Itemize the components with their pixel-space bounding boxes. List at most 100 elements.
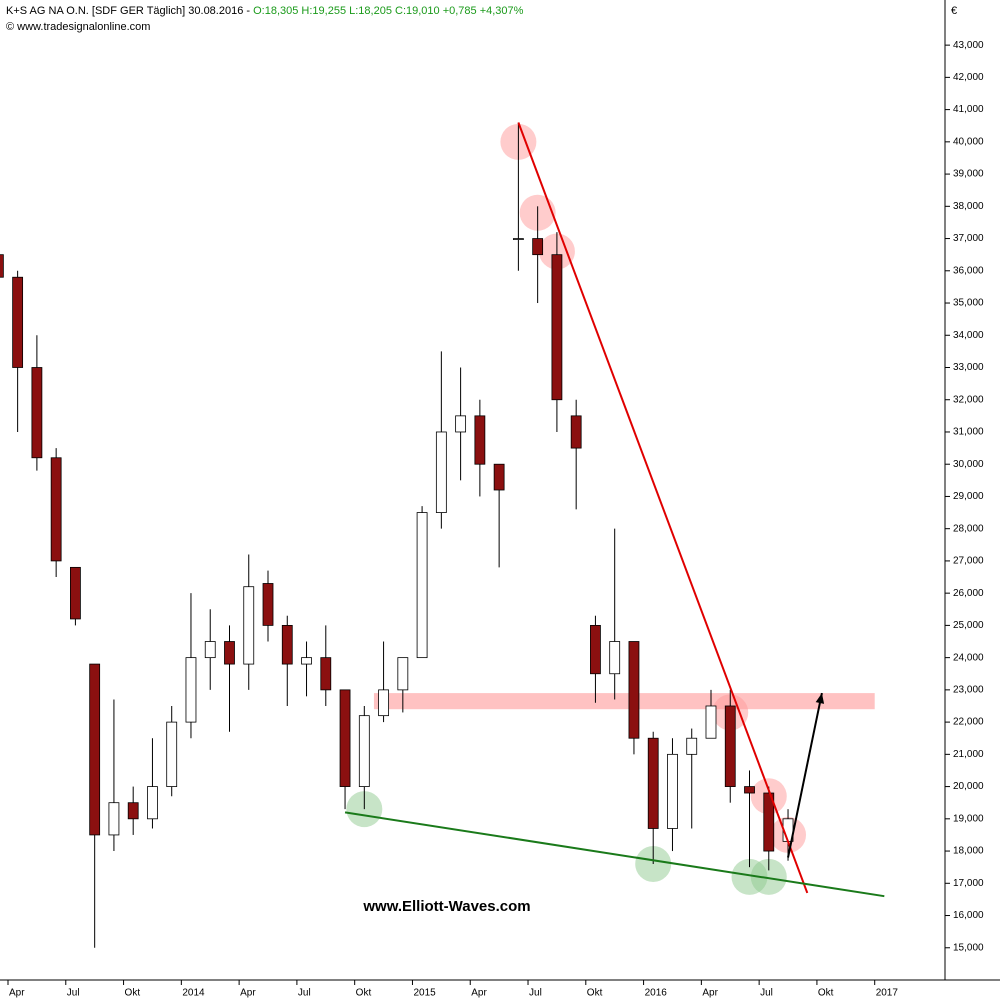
candle-body [320, 657, 332, 691]
candle-body [628, 641, 640, 739]
candle-body [0, 254, 4, 278]
y-tick-label: 20,000 [953, 781, 984, 792]
candle-body [647, 737, 659, 829]
x-tick-label: Jul [760, 988, 773, 999]
candle-body [532, 238, 544, 256]
x-tick-label: Jul [529, 988, 542, 999]
trend-line [517, 122, 809, 894]
candle-body [724, 705, 736, 787]
y-tick-label: 33,000 [953, 362, 984, 373]
y-tick-label: 21,000 [953, 749, 984, 760]
y-tick-label: 16,000 [953, 910, 984, 921]
plot-area [0, 122, 885, 948]
y-tick-label: 19,000 [953, 813, 984, 824]
y-tick-label: 36,000 [953, 265, 984, 276]
candle-body [127, 802, 139, 820]
y-tick-label: 18,000 [953, 846, 984, 857]
y-tick-label: 31,000 [953, 427, 984, 438]
x-tick-label: Apr [240, 988, 256, 999]
x-tick-label: Jul [298, 988, 311, 999]
candle-body [224, 641, 235, 665]
candle-body [281, 624, 293, 665]
x-tick-label: 2015 [413, 988, 436, 999]
y-tick-label: 34,000 [953, 330, 984, 341]
candle-body [108, 802, 120, 836]
candle-body [435, 431, 447, 513]
candle-body [358, 715, 370, 787]
candle-body [512, 238, 524, 240]
y-tick-label: 24,000 [953, 652, 984, 663]
y-tick-label: 39,000 [953, 169, 984, 180]
y-tick-label: 27,000 [953, 556, 984, 567]
y-tick-label: 29,000 [953, 491, 984, 502]
x-tick-label: Apr [9, 988, 25, 999]
candle-body [590, 624, 601, 675]
y-tick-label: 28,000 [953, 523, 984, 534]
forecast-arrow [787, 692, 823, 858]
candle-body [667, 753, 678, 829]
candle-body [301, 657, 312, 665]
y-tick-label: 42,000 [953, 72, 984, 83]
candle-body [12, 276, 24, 368]
trend-line [344, 811, 885, 898]
candle-body [455, 415, 467, 433]
candle-body [166, 721, 178, 787]
candle-body [570, 415, 582, 449]
candle-body [262, 583, 274, 626]
y-tick-label: 23,000 [953, 685, 984, 696]
header: K+S AG NA O.N. [SDF GER Täglich] 30.08.2… [6, 5, 524, 17]
candle-body [89, 663, 101, 836]
candle-body [686, 737, 698, 755]
x-tick-label: Okt [818, 988, 834, 999]
candle-body [185, 657, 197, 723]
candle-body [397, 657, 409, 691]
y-tick-label: 43,000 [953, 40, 984, 51]
candle-body [339, 689, 351, 787]
candle-body [705, 705, 717, 739]
candle-body [416, 512, 428, 659]
x-tick-label: 2014 [182, 988, 205, 999]
y-tick-label: 30,000 [953, 459, 984, 470]
candle-body [609, 641, 621, 675]
x-tick-label: 2016 [645, 988, 668, 999]
y-tick-label: 32,000 [953, 394, 984, 405]
candle-body [551, 254, 563, 401]
watermark: www.Elliott-Waves.com [362, 898, 530, 915]
y-tick-label: 40,000 [953, 136, 984, 147]
candle-body [31, 367, 43, 459]
x-tick-label: Okt [356, 988, 372, 999]
x-tick-label: Jul [67, 988, 80, 999]
candle-body [378, 689, 389, 717]
y-axis-label: € [951, 5, 957, 17]
x-tick-label: Apr [471, 988, 487, 999]
y-tick-label: 37,000 [953, 233, 984, 244]
candle-body [744, 786, 755, 794]
candle-body [147, 786, 158, 820]
highlight-circle [750, 858, 787, 895]
title: K+S AG NA O.N. [SDF GER Täglich] 30.08.2… [6, 5, 253, 17]
candle-body [493, 463, 505, 491]
arrow-head [815, 693, 825, 704]
candle-body [50, 457, 62, 562]
y-tick-label: 41,000 [953, 104, 984, 115]
candle-body [204, 641, 216, 659]
x-tick-label: Okt [125, 988, 141, 999]
candle-body [474, 415, 486, 465]
y-tick-label: 38,000 [953, 201, 984, 212]
x-tick-label: 2017 [876, 988, 899, 999]
x-tick-label: Okt [587, 988, 603, 999]
candle-body [70, 566, 81, 620]
y-tick-label: 35,000 [953, 298, 984, 309]
source: © www.tradesignalonline.com [6, 21, 150, 33]
y-tick-label: 15,000 [953, 942, 984, 953]
y-tick-label: 25,000 [953, 620, 984, 631]
subtitle: O:18,305 H:19,255 L:18,205 C:19,010 +0,7… [253, 5, 524, 17]
resistance-band [373, 693, 875, 710]
x-tick-label: Apr [702, 988, 718, 999]
y-tick-label: 17,000 [953, 878, 984, 889]
y-tick-label: 26,000 [953, 588, 984, 599]
candle-body [243, 586, 255, 665]
y-tick-label: 22,000 [953, 717, 984, 728]
